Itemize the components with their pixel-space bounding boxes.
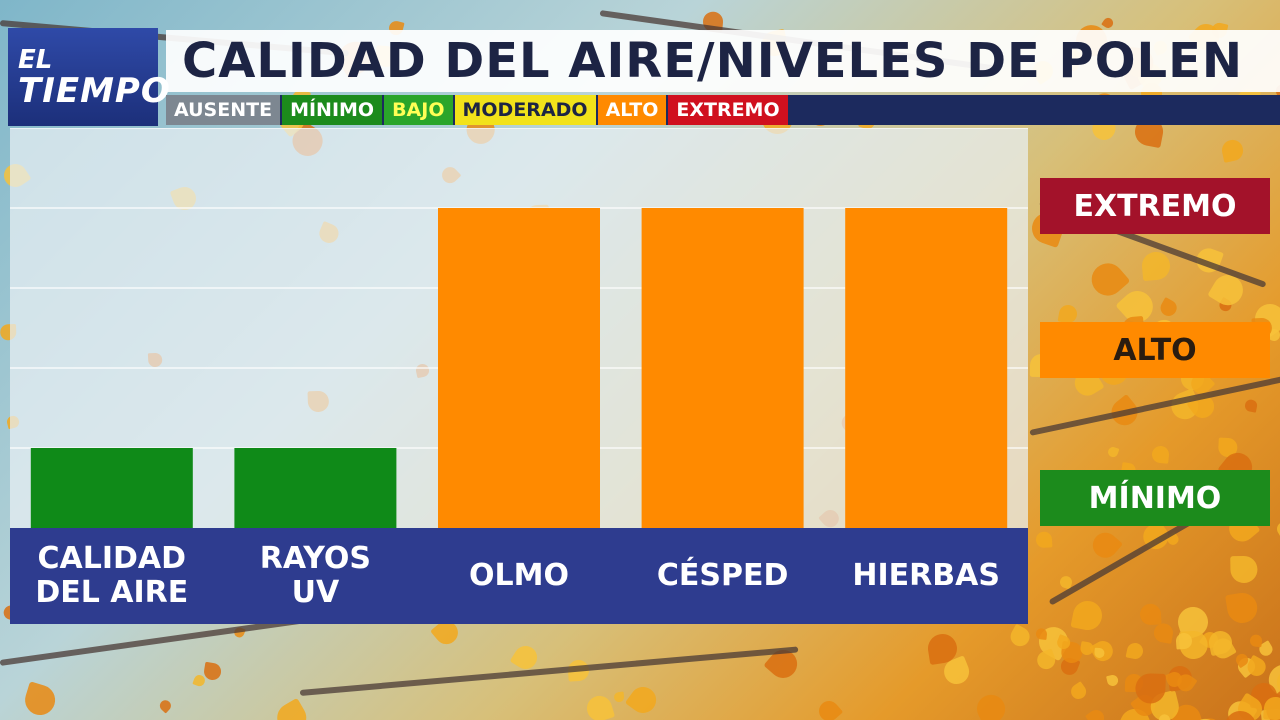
bar-3 xyxy=(438,208,600,528)
leaf-decoration xyxy=(1084,706,1108,720)
leaf-decoration xyxy=(1224,590,1260,626)
x-tick-label: CALIDAD DEL AIRE xyxy=(35,541,189,610)
leaf-decoration xyxy=(20,681,59,719)
scale-legend: AUSENTE MÍNIMO BAJO MODERADO ALTO EXTREMO xyxy=(166,95,1280,125)
leaf-decoration xyxy=(1006,623,1034,650)
x-axis-bar: CALIDAD DEL AIRE RAYOS UV OLMO CÉSPED HIERBA… xyxy=(10,528,1028,624)
leaf-decoration xyxy=(583,693,615,720)
leaf-decoration xyxy=(1085,257,1130,303)
leaf-decoration xyxy=(157,697,174,714)
chart-plot-area xyxy=(10,128,1028,528)
level-label-minimo: MÍNIMO xyxy=(1040,470,1270,526)
leaf-decoration xyxy=(1141,250,1172,281)
leaf-decoration xyxy=(1158,296,1180,319)
x-tick-label: OLMO xyxy=(469,558,569,593)
legend-chip-mínimo: MÍNIMO xyxy=(282,95,383,125)
level-label-extremo: EXTREMO xyxy=(1040,178,1270,234)
leaf-decoration xyxy=(1101,15,1116,30)
leaf-decoration xyxy=(192,673,206,687)
bar-chart xyxy=(10,128,1028,528)
leaf-decoration xyxy=(1274,519,1280,539)
legend-chip-alto: ALTO xyxy=(597,95,667,125)
el-tiempo-logo: EL TIEMPO xyxy=(8,28,171,126)
leaf-decoration xyxy=(624,681,662,719)
bar-1 xyxy=(30,448,193,528)
x-tick-label: HIERBAS xyxy=(852,558,1000,593)
branch-decoration xyxy=(299,646,799,696)
leaf-decoration xyxy=(1087,527,1123,563)
leaf-decoration xyxy=(1139,603,1162,626)
leaf-decoration xyxy=(272,698,312,720)
x-tick-label: RAYOS UV xyxy=(259,541,371,610)
bar-5 xyxy=(845,208,1008,528)
bar-2 xyxy=(234,448,397,528)
x-tick-label: CÉSPED xyxy=(656,558,789,593)
leaf-decoration xyxy=(1070,598,1104,632)
leaf-decoration xyxy=(972,689,1010,720)
legend-chip-bajo: BAJO xyxy=(384,95,453,125)
leaf-decoration xyxy=(1125,641,1145,662)
leaf-decoration xyxy=(1106,673,1120,687)
leaf-decoration xyxy=(1068,681,1090,703)
legend-chip-extremo: EXTREMO xyxy=(668,95,788,125)
leaf-decoration xyxy=(1152,621,1176,645)
leaf-decoration xyxy=(1244,398,1258,413)
leaf-decoration xyxy=(1229,555,1258,584)
leaf-decoration xyxy=(1134,671,1166,704)
leaf-decoration xyxy=(1220,137,1245,163)
level-label-alto: ALTO xyxy=(1040,322,1270,378)
leaf-decoration xyxy=(1151,445,1170,464)
logo-line-2: TIEMPO xyxy=(18,71,171,111)
legend-chip-moderado: MODERADO xyxy=(454,95,596,125)
leaf-decoration xyxy=(814,697,843,720)
legend-chip-ausente: AUSENTE xyxy=(166,95,281,125)
branch-decoration xyxy=(1029,376,1280,436)
bar-4 xyxy=(641,208,804,528)
leaf-decoration xyxy=(202,661,223,681)
leaf-decoration xyxy=(1249,634,1263,648)
logo-line-1: EL xyxy=(18,45,53,75)
leaf-decoration xyxy=(1035,532,1052,549)
leaf-decoration xyxy=(613,691,625,704)
leaf-decoration xyxy=(1106,445,1120,458)
page-title: CALIDAD DEL AIRE/NIVELES DE POLEN xyxy=(166,30,1280,92)
